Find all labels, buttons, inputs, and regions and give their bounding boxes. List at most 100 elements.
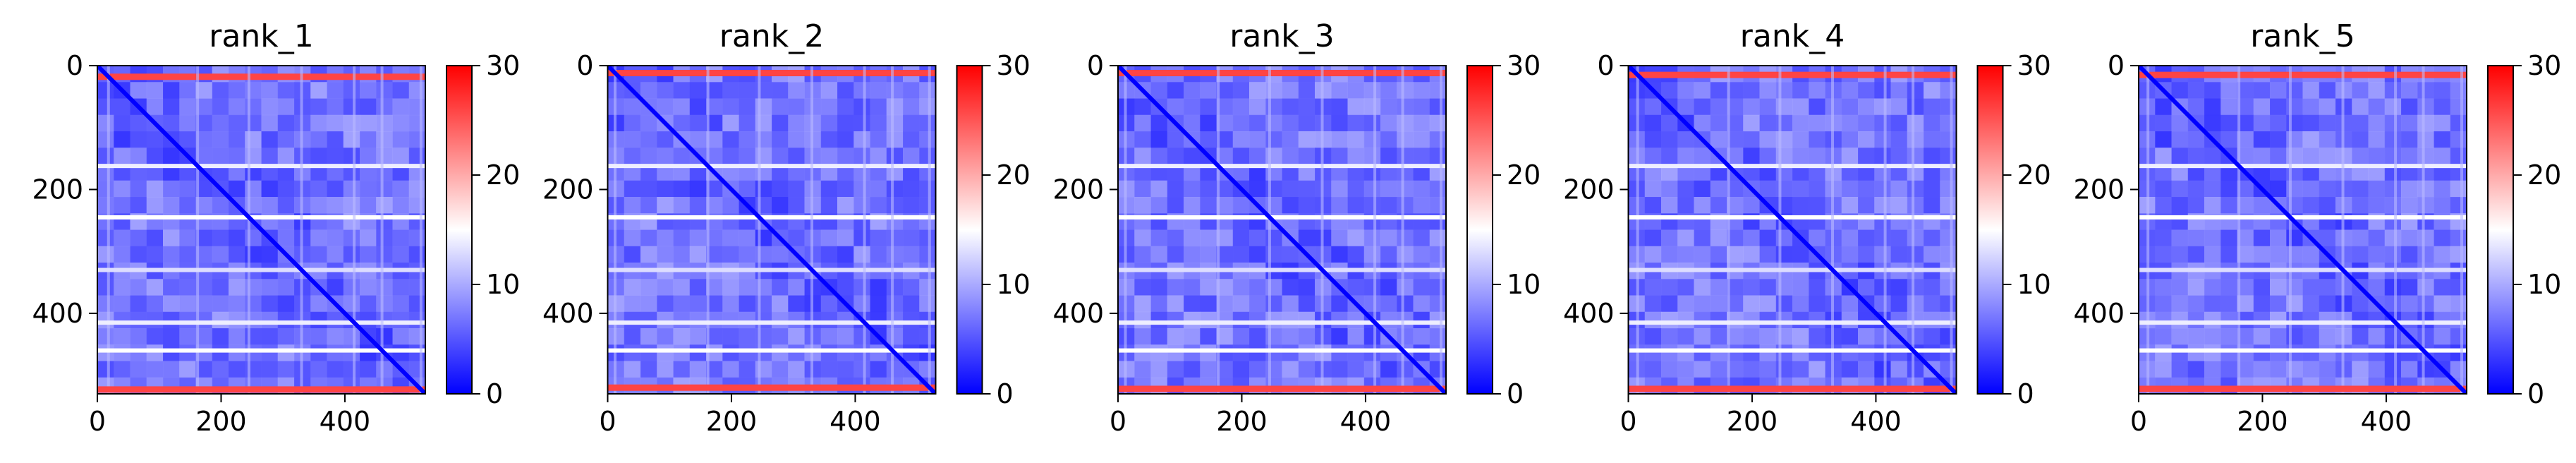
- heatmap-block: [820, 328, 838, 345]
- heatmap-block: [1858, 114, 1875, 132]
- heatmap-block: [1809, 197, 1825, 214]
- heatmap-block: [1232, 295, 1250, 313]
- heatmap-block: [820, 148, 838, 164]
- heatmap-block: [788, 131, 805, 148]
- heatmap-block: [310, 82, 327, 99]
- heatmap-cells: [2139, 66, 2467, 394]
- heatmap-block: [1727, 131, 1744, 148]
- heatmap-block: [657, 311, 674, 329]
- heatmap-block: [2450, 361, 2467, 378]
- heatmap-row-band: [1628, 320, 1957, 325]
- heatmap-block: [1661, 311, 1678, 329]
- panel-title: rank_5: [2250, 18, 2355, 54]
- heatmap-block: [195, 114, 213, 132]
- heatmap-block: [624, 246, 641, 263]
- heatmap-block: [2237, 328, 2254, 345]
- heatmap-block: [1167, 197, 1184, 214]
- heatmap-block: [2450, 98, 2467, 116]
- heatmap-block: [1150, 361, 1168, 378]
- heatmap-block: [1890, 148, 1908, 164]
- heatmap-block: [2237, 246, 2254, 263]
- heatmap-block: [755, 98, 772, 116]
- heatmap-block: [722, 114, 739, 132]
- heatmap-column-band: [1124, 66, 1127, 394]
- heatmap-block: [2286, 98, 2303, 116]
- heatmap-block: [1858, 344, 1875, 361]
- heatmap-block: [2401, 311, 2418, 329]
- heatmap-block: [1380, 148, 1397, 164]
- heatmap-block: [1331, 98, 1348, 116]
- heatmap-block: [1167, 148, 1184, 164]
- heatmap-block: [1809, 131, 1825, 148]
- heatmap-block: [1249, 131, 1266, 148]
- heatmap-block: [1907, 197, 1924, 214]
- heatmap-row-band: [1628, 267, 1957, 272]
- heatmap-block: [1940, 279, 1957, 296]
- heatmap-block: [376, 279, 393, 296]
- heatmap-block: [1413, 328, 1430, 345]
- heatmap-block: [1216, 328, 1234, 345]
- heatmap-block: [820, 295, 838, 313]
- heatmap-block: [1167, 344, 1184, 361]
- heatmap-block: [392, 98, 410, 116]
- heatmap-block: [360, 361, 377, 378]
- heatmap-block: [1200, 279, 1217, 296]
- heatmap-block: [1694, 148, 1711, 164]
- heatmap-block: [261, 148, 279, 164]
- heatmap-block: [277, 344, 295, 361]
- heatmap-block: [2401, 197, 2418, 214]
- heatmap-block: [1644, 197, 1662, 214]
- heatmap-block: [327, 98, 344, 116]
- heatmap-block: [2204, 98, 2221, 116]
- heatmap-block: [360, 131, 377, 148]
- heatmap-block: [1282, 148, 1299, 164]
- heatmap-block: [1380, 344, 1397, 361]
- heatmap-block: [1940, 82, 1957, 99]
- heatmap-block: [195, 279, 213, 296]
- heatmap-block: [1298, 82, 1316, 99]
- heatmap-block: [886, 311, 904, 329]
- heatmap-block: [2352, 295, 2369, 313]
- heatmap-column-band: [419, 66, 423, 394]
- heatmap-block: [2171, 131, 2189, 148]
- heatmap-column-band: [1401, 66, 1404, 394]
- heatmap-diagonal: [1628, 66, 1957, 394]
- heatmap-block: [1150, 82, 1168, 99]
- heatmap-block: [1661, 148, 1678, 164]
- heatmap-block: [212, 295, 229, 313]
- heatmap-block: [1298, 98, 1316, 116]
- heatmap-block: [2384, 279, 2402, 296]
- colorbar-tick-label: 0: [1507, 378, 1524, 409]
- heatmap-block: [195, 98, 213, 116]
- heatmap-block: [1397, 164, 1414, 181]
- heatmap-block: [376, 295, 393, 313]
- heatmap-block: [1644, 311, 1662, 329]
- heatmap-block: [1907, 180, 1924, 198]
- heatmap-block: [114, 197, 130, 214]
- heatmap-block: [2204, 114, 2221, 132]
- heatmap-block: [2417, 82, 2434, 99]
- heatmap-block: [1809, 311, 1825, 329]
- colorbar-frame: [2487, 65, 2514, 395]
- heatmap-block: [1874, 148, 1891, 164]
- heatmap-block: [870, 229, 887, 247]
- heatmap-block: [229, 82, 245, 99]
- heatmap-block: [1397, 197, 1414, 214]
- axes-frame: [1117, 65, 1447, 395]
- heatmap-block: [1677, 295, 1694, 313]
- heatmap-block: [1677, 229, 1694, 247]
- heatmap-block: [1743, 131, 1760, 148]
- heatmap-block: [114, 328, 130, 345]
- heatmap-block: [229, 361, 245, 378]
- heatmap-row-band: [2139, 215, 2467, 220]
- heatmap-block: [1890, 164, 1908, 181]
- heatmap-block: [1200, 114, 1217, 132]
- heatmap-block: [1413, 295, 1430, 313]
- heatmap-block: [1858, 164, 1875, 181]
- heatmap-block: [376, 361, 393, 378]
- heatmap-block: [706, 114, 723, 132]
- heatmap-block: [788, 279, 805, 296]
- heatmap-block: [229, 311, 245, 329]
- heatmap-block: [130, 344, 147, 361]
- heatmap-block: [146, 295, 164, 313]
